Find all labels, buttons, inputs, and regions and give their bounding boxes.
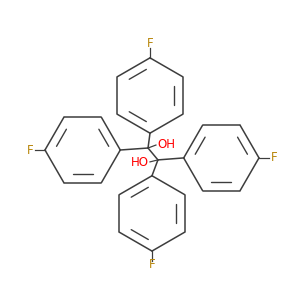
Text: F: F	[147, 38, 153, 50]
Text: F: F	[27, 143, 33, 157]
Text: HO: HO	[131, 156, 149, 170]
Text: F: F	[149, 258, 155, 272]
Text: F: F	[271, 152, 277, 164]
Text: OH: OH	[157, 138, 175, 151]
